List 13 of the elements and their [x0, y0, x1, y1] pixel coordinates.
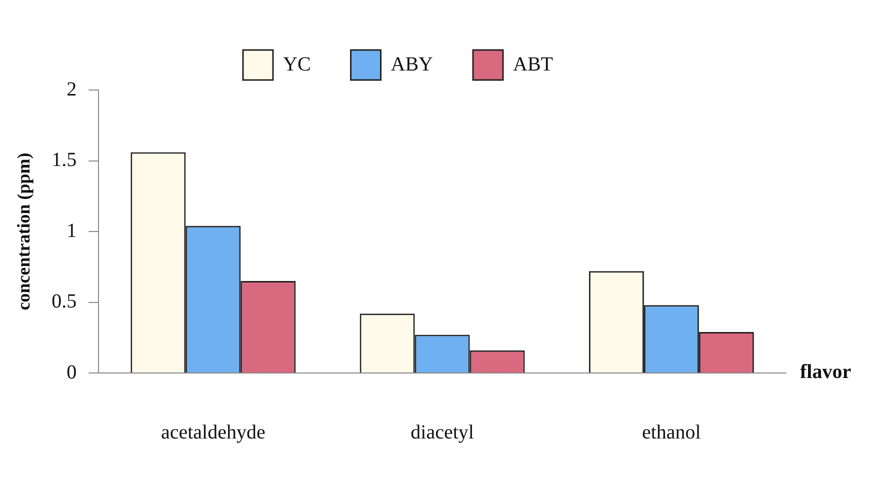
y-tick-label: 0 — [66, 361, 77, 384]
legend-label: ABT — [513, 53, 554, 76]
y-tick-label: 1.5 — [52, 149, 77, 171]
x-axis-title: flavor — [800, 361, 852, 384]
y-tick-label: 1 — [66, 220, 77, 242]
x-tick-label: diacetyl — [410, 421, 474, 444]
legend-label: ABY — [390, 53, 434, 76]
y-axis-title: concentration (ppm) — [13, 152, 34, 310]
y-tick-label: 0.5 — [52, 290, 77, 312]
x-tick-label: acetaldehyde — [160, 421, 266, 444]
legend-label: YC — [282, 53, 311, 76]
y-tick-label: 2 — [66, 78, 77, 100]
x-tick-label: ethanol — [642, 421, 702, 444]
